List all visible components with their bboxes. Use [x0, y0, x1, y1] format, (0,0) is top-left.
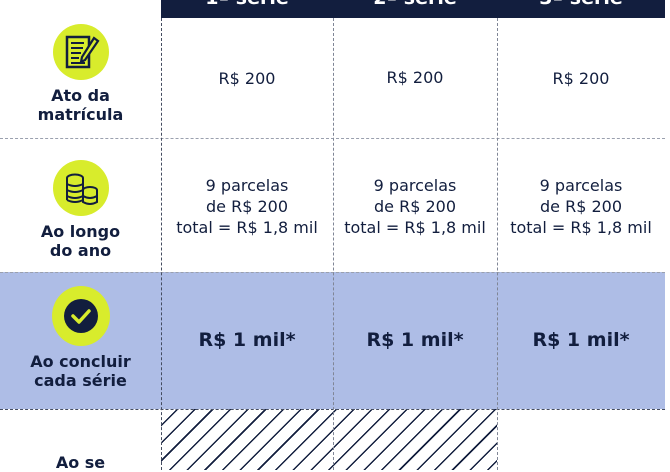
- value-cell: R$ 200: [552, 68, 610, 88]
- value-line: total = R$ 1,8 mil: [344, 218, 486, 237]
- row-label-graduation: Ao se: [0, 453, 161, 472]
- label-line: Ao longo: [40, 222, 121, 241]
- value-cell: 9 parcelas de R$ 200 total = R$ 1,8 mil: [161, 175, 333, 238]
- value-line: de R$ 200: [205, 197, 288, 216]
- value-line: 9 parcelas: [205, 176, 289, 195]
- label-line: Ato da: [51, 86, 110, 105]
- label-line: Ao concluir: [30, 352, 131, 371]
- label-line: Ao se: [55, 453, 106, 472]
- value-line: 9 parcelas: [539, 176, 623, 195]
- row-label-enrollment: Ato da matrícula: [0, 24, 161, 124]
- column-header-1: 1ª série: [161, 0, 333, 9]
- header-bar: 1ª série 2ª série 3ª série: [161, 0, 665, 18]
- value-line: total = R$ 1,8 mil: [176, 218, 318, 237]
- row-label-during-year: Ao longo do ano: [0, 160, 161, 260]
- checkmark-circle-icon: [51, 286, 110, 346]
- value-cell: R$ 1 mil*: [532, 329, 630, 351]
- value-line: de R$ 200: [373, 197, 456, 216]
- divider: [0, 138, 665, 139]
- coins-stack-icon: [52, 160, 109, 216]
- value-cell: R$ 200: [386, 67, 444, 87]
- label-line: do ano: [49, 241, 112, 260]
- divider: [0, 272, 665, 273]
- value-cell: 9 parcelas de R$ 200 total = R$ 1,8 mil: [333, 175, 497, 238]
- label-line: cada série: [34, 371, 127, 390]
- hatched-cells: [161, 409, 497, 470]
- value-cell: R$ 1 mil*: [198, 329, 296, 351]
- column-divider: [161, 18, 162, 470]
- document-pencil-icon: [52, 24, 109, 80]
- value-cell: R$ 1 mil*: [366, 329, 464, 351]
- value-cell: R$ 200: [218, 68, 276, 88]
- column-header-3: 3ª série: [497, 0, 665, 9]
- highlight-row: [0, 272, 665, 409]
- divider: [0, 409, 665, 410]
- label-line: matrícula: [37, 105, 124, 124]
- column-header-2: 2ª série: [333, 0, 497, 9]
- value-line: total = R$ 1,8 mil: [510, 218, 652, 237]
- value-line: de R$ 200: [539, 197, 622, 216]
- value-line: 9 parcelas: [373, 176, 457, 195]
- column-divider: [497, 18, 498, 470]
- value-cell: 9 parcelas de R$ 200 total = R$ 1,8 mil: [497, 175, 665, 238]
- row-label-completion: Ao concluir cada série: [0, 286, 161, 390]
- column-divider: [333, 18, 334, 470]
